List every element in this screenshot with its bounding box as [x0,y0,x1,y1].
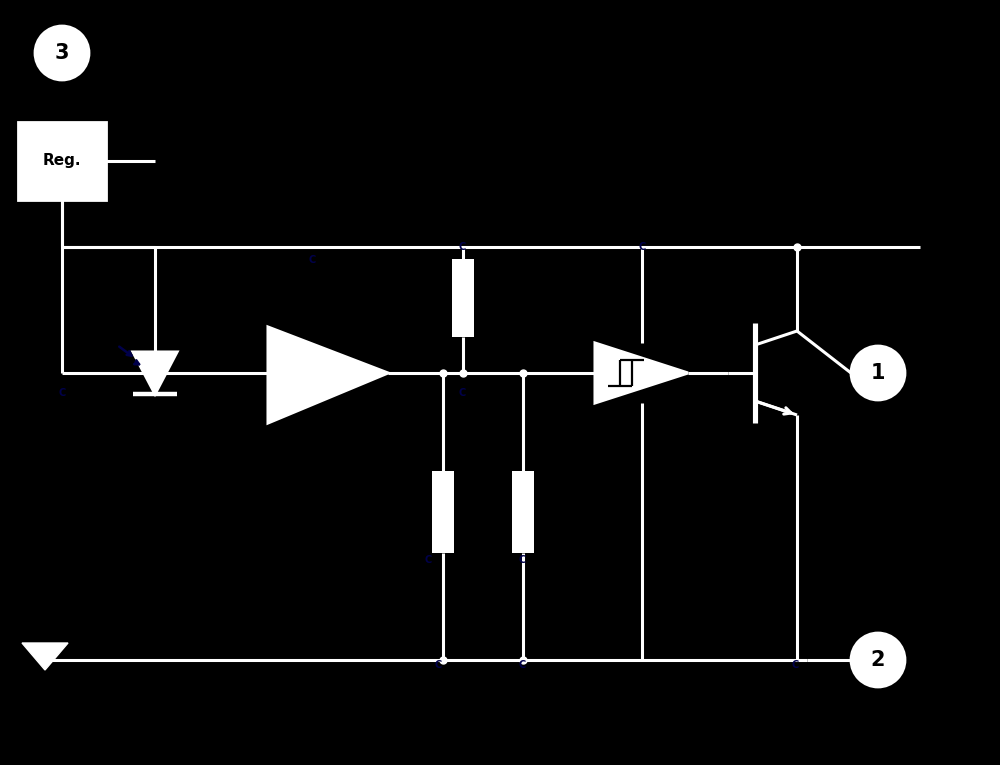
Circle shape [851,633,905,687]
Text: C: C [638,242,646,252]
Text: C: C [791,660,799,670]
Text: C: C [424,555,432,565]
Text: 1: 1 [871,363,885,383]
Polygon shape [133,352,177,394]
Bar [18,122,106,200]
Polygon shape [595,343,688,403]
Text: 3: 3 [55,43,69,63]
Text: C: C [518,660,526,670]
Text: C: C [58,388,66,398]
Text: C: C [434,660,442,670]
Circle shape [851,346,905,400]
Polygon shape [22,643,68,670]
Text: C: C [308,255,316,265]
Text: C: C [518,555,526,565]
Text: C: C [458,242,466,252]
Circle shape [35,26,89,80]
Bar [432,471,454,553]
Text: 2: 2 [871,650,885,670]
Text: Reg.: Reg. [43,154,81,168]
Bar [452,259,474,337]
Bar [512,471,534,553]
Text: C: C [458,388,466,398]
Polygon shape [268,327,388,423]
